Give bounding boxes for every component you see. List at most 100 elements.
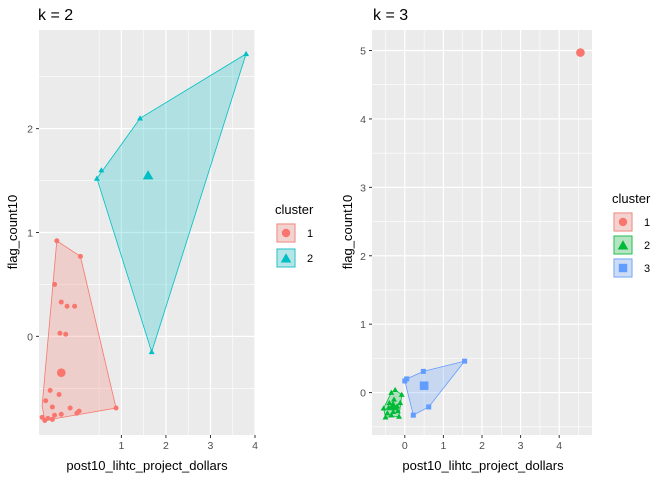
x-tick-label: 2 (479, 440, 485, 452)
panel-k2-legend: cluster 1 2 (275, 202, 314, 268)
cluster-2-centroid (387, 400, 399, 411)
panel-k3-gridlines (372, 30, 592, 435)
panel-k2-centroids (56, 170, 154, 377)
x-tick-label: 4 (556, 440, 562, 452)
legend-key-square-marker (618, 263, 628, 273)
panel-k3-x-axis-title: post10_lihtc_project_dollars (402, 458, 564, 473)
cluster-1-point (67, 405, 73, 411)
cluster-2-point (388, 389, 395, 395)
cluster-1-point (72, 303, 78, 309)
y-tick-label: 0 (27, 331, 33, 343)
cluster-3-point (426, 404, 432, 410)
panel-k2-legend-label-2: 2 (307, 253, 313, 265)
x-tick-label: 4 (252, 440, 258, 452)
panel-k2-legend-label-1: 1 (307, 228, 313, 240)
panel-k3-legend: cluster 1 2 3 (612, 191, 651, 278)
panel-k3-legend-label-3: 3 (644, 263, 650, 275)
cluster-2-centroid (142, 170, 154, 180)
y-tick-label: 2 (27, 124, 33, 136)
cluster-1-point (77, 253, 83, 259)
cluster-2-point (243, 50, 250, 57)
legend-key-cluster-2 (276, 248, 296, 268)
cluster-1-point (49, 416, 55, 422)
cluster-2-point (382, 414, 389, 420)
cluster-3-centroid (419, 381, 429, 391)
x-tick-label: 1 (440, 440, 446, 452)
panel-k3-legend-label-1: 1 (644, 217, 650, 229)
panel-k2-axes: 1 2 3 4 0 1 2 (27, 124, 258, 452)
cluster-2-point (386, 399, 393, 406)
cluster-1-point (63, 331, 69, 337)
x-tick-label: 2 (163, 440, 169, 452)
cluster-2-point (137, 115, 144, 121)
cluster-1-point (64, 303, 70, 309)
cluster-1-centroid (56, 368, 66, 377)
cluster-1-point (58, 299, 64, 305)
legend-key-circle-marker (281, 228, 291, 238)
cluster-2-point (391, 396, 397, 402)
y-tick-label: 0 (360, 388, 366, 400)
cluster-2-point (380, 405, 387, 411)
cluster-2-point (397, 399, 404, 406)
panel-k3-legend-title: cluster (612, 191, 651, 206)
y-tick-label: 1 (27, 228, 33, 240)
y-tick-label: 4 (360, 114, 366, 126)
x-tick-label: 1 (118, 440, 124, 452)
cluster-1-point (52, 281, 58, 287)
legend-key-triangle-marker (617, 240, 629, 250)
cluster-2-point (394, 408, 401, 414)
x-tick-label: 0 (402, 440, 408, 452)
y-tick-label: 3 (360, 182, 366, 194)
legend-key-cluster-1 (613, 212, 633, 232)
panel-k2-x-axis-title: post10_lihtc_project_dollars (66, 458, 228, 473)
panel-k3-legend-keys (613, 212, 633, 278)
x-tick-label: 3 (208, 440, 214, 452)
cluster-2-point (388, 412, 395, 418)
cluster-3-point (462, 358, 468, 364)
y-tick-label: 5 (360, 46, 366, 58)
cluster-2-point (390, 408, 397, 414)
legend-key-circle-marker (618, 217, 628, 227)
cluster-1-point (47, 387, 53, 393)
cluster-3-point (402, 378, 408, 384)
cluster-1-point (45, 415, 51, 421)
panel-k2-legend-title: cluster (275, 202, 314, 217)
cluster-2-point (398, 391, 405, 397)
y-tick-label: 1 (360, 319, 366, 331)
cluster-3-point (420, 368, 426, 374)
cluster-1-point (43, 398, 49, 404)
panel-k2-data-points (39, 50, 250, 423)
panel-k3-legend-label-2: 2 (644, 240, 650, 252)
panel-k3-axes: 0 1 2 3 4 0 1 2 3 4 5 (360, 46, 562, 452)
cluster-1-point (39, 414, 45, 420)
cluster-2-point (384, 410, 391, 416)
panel-k2: 1 2 3 4 0 1 2 k = 2 post10_lihtc_project_dolla… (5, 7, 314, 473)
cluster-1-point (49, 404, 55, 410)
panel-k3-centroids (387, 48, 585, 411)
cluster-3-point (410, 412, 416, 418)
cluster-1-point (56, 392, 62, 397)
cluster-1-point (113, 405, 119, 411)
cluster-2-point (148, 348, 155, 355)
legend-key-cluster-1 (276, 223, 296, 243)
cluster-1-point (58, 411, 64, 417)
cluster-2-point (93, 175, 100, 181)
panel-k3: 0 1 2 3 4 0 1 2 3 4 5 k = 3 post10_lihtc_project_d… (340, 7, 651, 473)
panel-k2-y-axis-title: flag_count10 (5, 195, 20, 269)
cluster-1-point (52, 412, 58, 418)
cluster-1-point (57, 330, 63, 336)
y-tick-label: 2 (360, 251, 366, 263)
cluster-1-centroid (576, 48, 585, 57)
panel-k2-legend-keys (276, 223, 296, 268)
legend-key-cluster-3 (613, 258, 633, 278)
panel-k2-gridlines (39, 30, 256, 435)
legend-key-cluster-2 (613, 235, 633, 255)
cluster-2-point (396, 413, 403, 419)
legend-key-triangle-marker (280, 253, 292, 263)
cluster-2-point (98, 167, 105, 173)
x-tick-label: 3 (518, 440, 524, 452)
panel-k3-y-axis-title: flag_count10 (340, 195, 355, 269)
cluster-1-point (54, 238, 60, 244)
panel-k3-title: k = 3 (373, 7, 408, 24)
